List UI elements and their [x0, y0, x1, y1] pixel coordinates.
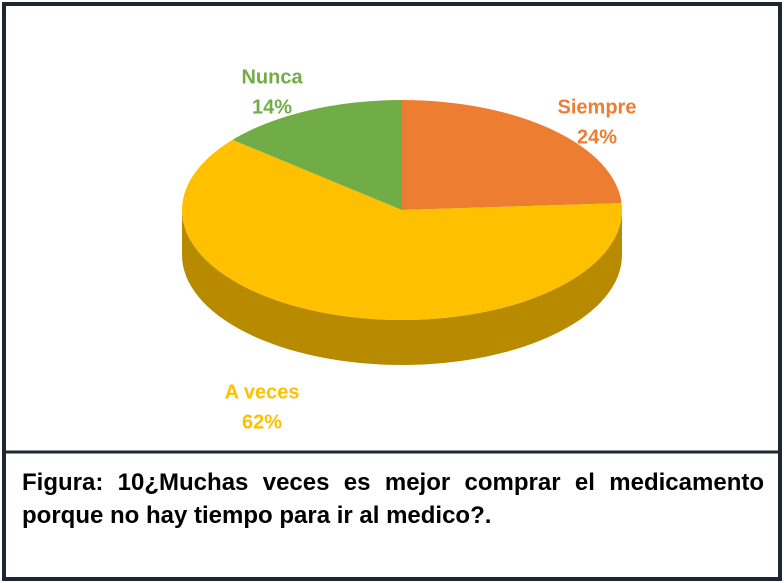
slice-side [182, 210, 622, 365]
caption: Figura: 10¿Muchas veces es mejor comprar… [22, 469, 764, 529]
slice-value: 62% [242, 411, 282, 433]
pie [181, 100, 622, 365]
slice-name: A veces [225, 381, 300, 403]
slice-value: 14% [252, 96, 292, 118]
slice [181, 139, 622, 321]
slice-name: Nunca [241, 66, 303, 88]
slice [402, 100, 622, 210]
slice [232, 100, 402, 210]
slice-value: 24% [577, 126, 617, 148]
slice-name: Siempre [558, 96, 637, 118]
